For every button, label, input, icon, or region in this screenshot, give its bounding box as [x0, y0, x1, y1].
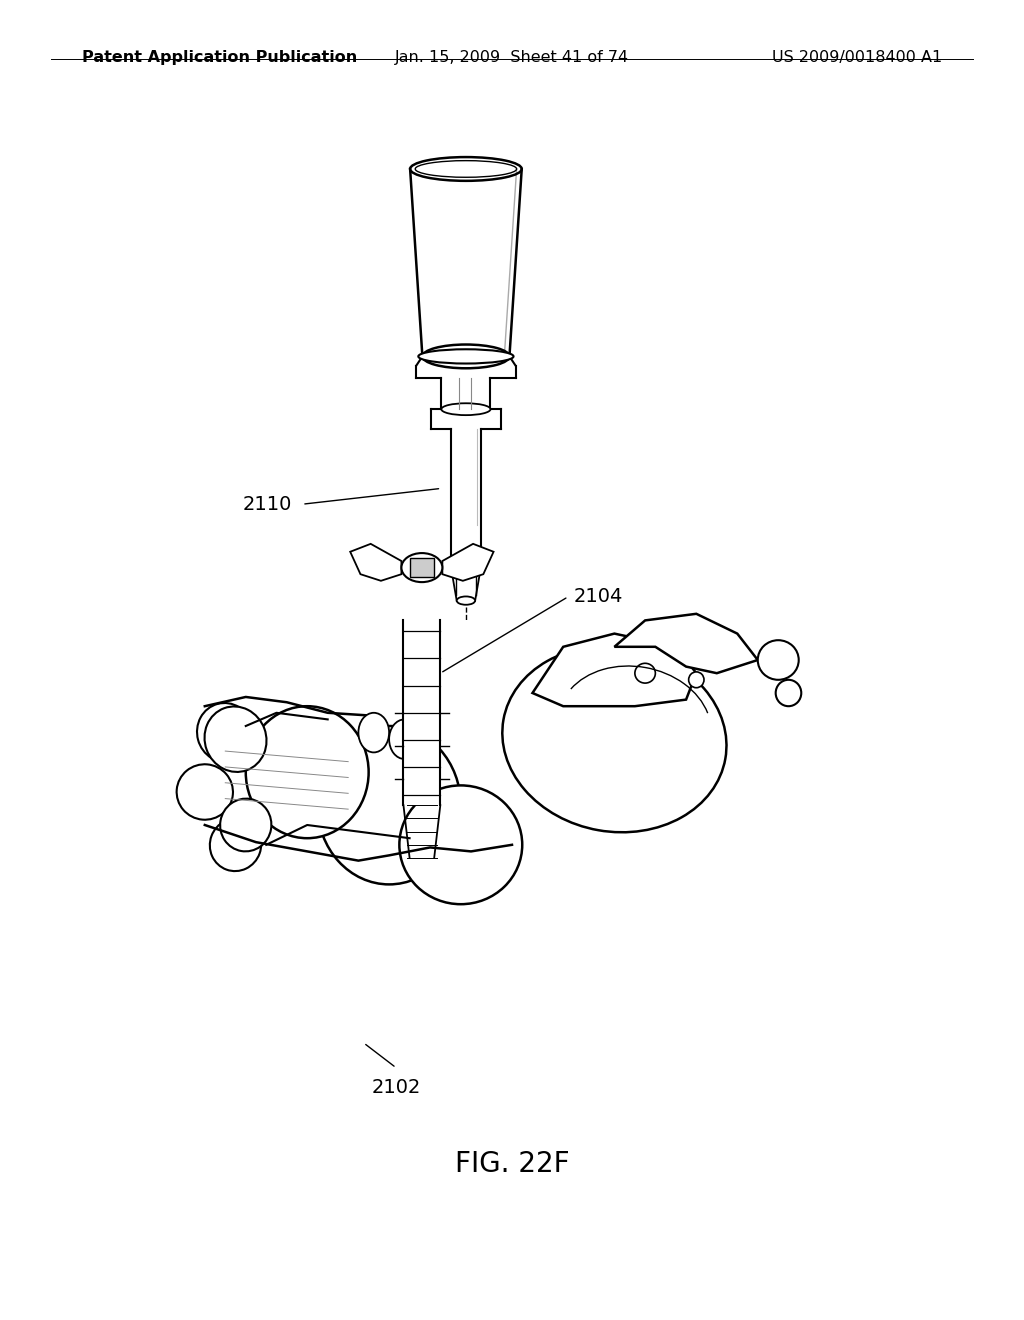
Ellipse shape: [503, 645, 726, 833]
Ellipse shape: [389, 719, 420, 759]
Ellipse shape: [441, 403, 490, 414]
Ellipse shape: [689, 672, 705, 688]
Text: US 2009/0018400 A1: US 2009/0018400 A1: [772, 50, 942, 65]
Polygon shape: [403, 620, 440, 805]
Ellipse shape: [423, 345, 510, 368]
Ellipse shape: [758, 640, 799, 680]
Ellipse shape: [419, 350, 514, 363]
Ellipse shape: [457, 597, 475, 605]
Polygon shape: [442, 544, 494, 581]
Ellipse shape: [210, 818, 261, 871]
Text: 2110: 2110: [243, 495, 292, 513]
Polygon shape: [614, 614, 758, 673]
Ellipse shape: [205, 706, 266, 772]
Ellipse shape: [451, 560, 481, 570]
Text: Patent Application Publication: Patent Application Publication: [82, 50, 357, 65]
Ellipse shape: [401, 553, 442, 582]
Polygon shape: [410, 558, 434, 577]
Ellipse shape: [776, 680, 801, 706]
Ellipse shape: [635, 664, 655, 684]
Polygon shape: [350, 544, 401, 581]
Text: FIG. 22F: FIG. 22F: [455, 1150, 569, 1179]
Ellipse shape: [399, 785, 522, 904]
Ellipse shape: [317, 726, 461, 884]
Ellipse shape: [246, 706, 369, 838]
Text: 2102: 2102: [372, 1078, 421, 1097]
Polygon shape: [431, 409, 501, 429]
Text: 2104: 2104: [573, 587, 623, 606]
Polygon shape: [532, 634, 696, 706]
Ellipse shape: [220, 799, 271, 851]
Ellipse shape: [197, 704, 254, 762]
Text: Jan. 15, 2009  Sheet 41 of 74: Jan. 15, 2009 Sheet 41 of 74: [395, 50, 629, 65]
Ellipse shape: [177, 764, 232, 820]
Polygon shape: [451, 429, 481, 565]
Polygon shape: [410, 169, 522, 356]
Ellipse shape: [358, 713, 389, 752]
